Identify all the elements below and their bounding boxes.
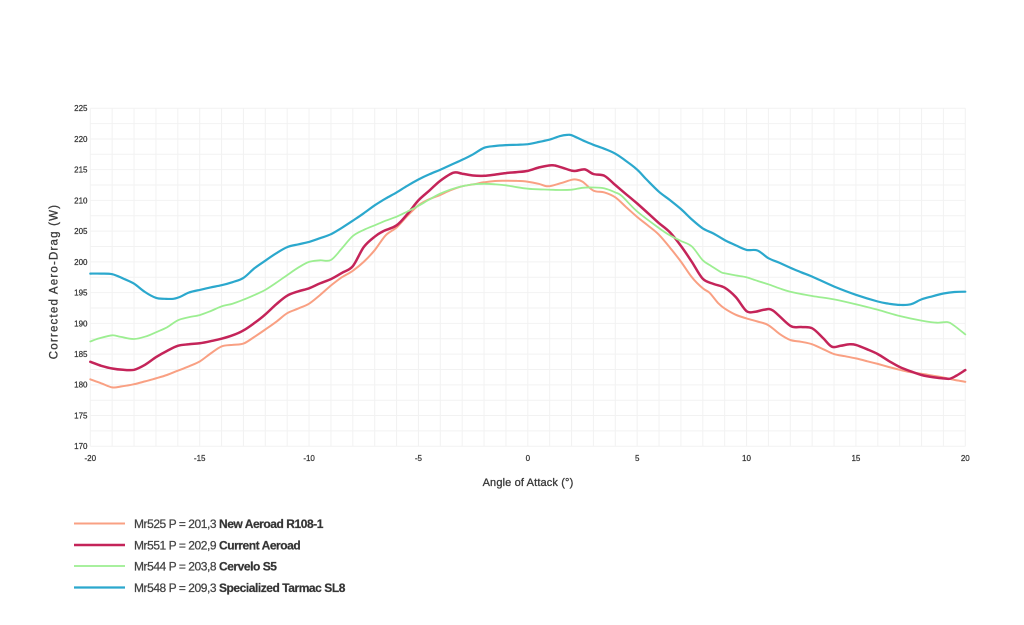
svg-text:170: 170 bbox=[74, 442, 88, 451]
svg-text:-10: -10 bbox=[303, 454, 315, 463]
svg-text:215: 215 bbox=[74, 166, 88, 175]
svg-text:-15: -15 bbox=[194, 454, 206, 463]
svg-text:Angle of Attack (°): Angle of Attack (°) bbox=[483, 477, 574, 489]
svg-text:200: 200 bbox=[74, 258, 88, 267]
svg-text:15: 15 bbox=[851, 454, 860, 463]
svg-text:190: 190 bbox=[74, 319, 88, 328]
svg-text:Mr525 P = 201,3 New Aeroad R10: Mr525 P = 201,3 New Aeroad R108-1 bbox=[134, 517, 324, 531]
svg-text:Mr544 P = 203,8 Cervelo S5: Mr544 P = 203,8 Cervelo S5 bbox=[134, 559, 277, 573]
svg-text:210: 210 bbox=[74, 196, 88, 205]
svg-text:Mr548 P = 209,3 Specialized Ta: Mr548 P = 209,3 Specialized Tarmac SL8 bbox=[134, 581, 346, 595]
svg-text:180: 180 bbox=[74, 381, 88, 390]
svg-text:205: 205 bbox=[74, 227, 88, 236]
svg-text:10: 10 bbox=[742, 454, 751, 463]
svg-text:185: 185 bbox=[74, 350, 88, 359]
svg-text:225: 225 bbox=[74, 104, 88, 113]
svg-text:20: 20 bbox=[961, 454, 970, 463]
svg-text:5: 5 bbox=[635, 454, 640, 463]
svg-text:-20: -20 bbox=[85, 454, 97, 463]
svg-text:0: 0 bbox=[526, 454, 531, 463]
svg-text:220: 220 bbox=[74, 135, 88, 144]
svg-text:Mr551 P = 202,9 Current Aeroad: Mr551 P = 202,9 Current Aeroad bbox=[134, 538, 300, 552]
svg-text:-5: -5 bbox=[415, 454, 423, 463]
svg-text:195: 195 bbox=[74, 289, 88, 298]
svg-text:Corrected Aero-Drag (W): Corrected Aero-Drag (W) bbox=[49, 204, 61, 359]
svg-text:175: 175 bbox=[74, 412, 88, 421]
